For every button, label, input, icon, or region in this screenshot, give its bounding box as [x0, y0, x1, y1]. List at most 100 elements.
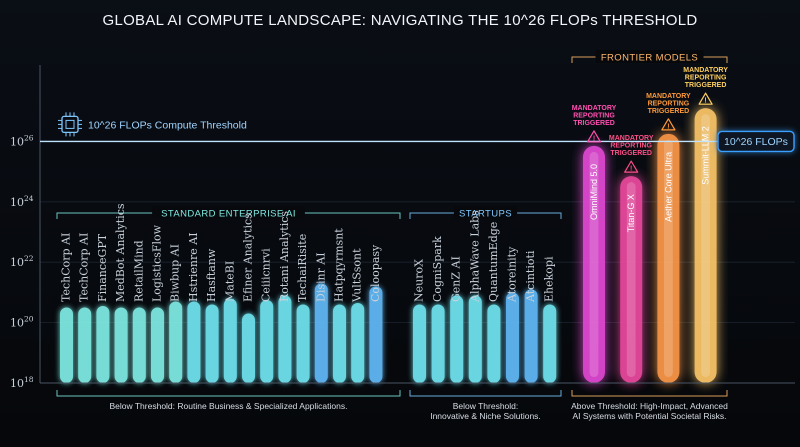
flag-text: MANDATORY [609, 135, 654, 142]
group-footer: Above Threshold: High-Impact, Advanced [571, 401, 728, 411]
flag-text: TRIGGERED [648, 108, 690, 115]
y-tick-exponent: 20 [24, 315, 34, 324]
threshold-badge [717, 130, 795, 153]
y-tick-exponent: 18 [24, 375, 34, 384]
bar: LogisticsFlow [151, 224, 164, 383]
bar-label: Hatpqyrmsnt [333, 228, 346, 302]
bar: Atoreinity [506, 246, 519, 383]
bar: AlphaWave Labs [468, 210, 482, 383]
group-bracket-bottom [571, 390, 728, 397]
bar: MedBot Analytics [114, 203, 128, 383]
y-tick-label: 1024 [10, 194, 34, 209]
chart-title: GLOBAL AI COMPUTE LANDSCAPE: NAVIGATING … [102, 12, 697, 29]
flag-text: TRIGGERED [685, 82, 727, 89]
bar-rect [278, 295, 292, 383]
bar-label: Ceiiicnrvi [260, 248, 273, 302]
bar-rect [450, 295, 464, 383]
warning-mark: ! [593, 135, 595, 142]
bar: Biwbup AI [169, 244, 183, 383]
bar: RetailMind [132, 240, 146, 383]
bar-rect [151, 307, 164, 383]
bar-rect [543, 304, 557, 383]
group-footer: Below Threshold: Routine Business & Spec… [110, 401, 348, 411]
y-tick-base: 10 [10, 377, 24, 390]
bar-rect [296, 304, 310, 383]
bar-rect [78, 307, 92, 383]
warning-icon [661, 118, 676, 131]
bar-label: MateBI [223, 261, 236, 302]
flag-text: REPORTING [610, 143, 652, 150]
bar-rect [242, 313, 255, 383]
group-label: FRONTIER MODELS [601, 53, 698, 64]
bar: QuantumEdge [487, 222, 501, 383]
bar-label: Coloopasy [369, 244, 382, 302]
bar-rect [524, 289, 538, 383]
bar: Ceiiicnrvi [260, 248, 274, 383]
bar: MateBI [223, 261, 237, 383]
warning-icon [586, 130, 602, 143]
bar-label: TechCorp AI [60, 233, 73, 302]
bar: Hatpqyrmsnt [333, 228, 346, 383]
group-footer: AI Systems with Potential Societal Risks… [572, 411, 726, 421]
y-tick-label: 1026 [10, 133, 34, 148]
group-startups: STARTUPS NeuroX CogniSpark GenZ AI AlphaWave… [409, 206, 562, 421]
bar-label: TechCorp AI [78, 233, 91, 302]
bar-label: Atcintioti [524, 250, 537, 303]
flag-text: MANDATORY [683, 67, 728, 74]
bar-highlight [664, 139, 673, 377]
bar: Summit-LLM 2 [694, 108, 717, 384]
bar: OmniMind 5.0 [583, 145, 605, 383]
bar: Atcintioti [524, 250, 538, 383]
bar-label: Hstrienre AI [187, 232, 200, 302]
bar-label: Efiner Analytics [242, 213, 255, 302]
warning-mark: ! [667, 123, 669, 130]
bar-label: Summit-LLM 2 [701, 126, 711, 185]
flag-text: MANDATORY [646, 93, 691, 100]
bar: CogniSpark [431, 236, 445, 383]
y-tick-base: 10 [10, 256, 24, 269]
bar: NeuroX [413, 259, 426, 383]
group-footer: Innovative & Niche Solutions. [430, 411, 541, 421]
flag-text: TRIGGERED [573, 120, 615, 127]
bar-label: TechaiRisite [296, 234, 309, 302]
group-bracket-bottom [56, 390, 401, 397]
bar-highlight [589, 151, 599, 377]
flag-text: REPORTING [685, 75, 727, 82]
bar-label: VultSsont [351, 248, 364, 303]
warning-mark: ! [630, 166, 632, 173]
bar-rect [620, 176, 643, 383]
bar-rect [223, 298, 237, 383]
bar: TechCorp AI [60, 233, 73, 383]
bar-rect [169, 301, 183, 383]
bar-rect [132, 307, 146, 383]
bar-highlight [626, 182, 636, 377]
bar-rect [413, 304, 426, 383]
bar-label: MedBot Analytics [114, 203, 127, 302]
y-tick-base: 10 [10, 317, 24, 330]
bar-rect [205, 304, 219, 383]
bar-highlight [701, 114, 710, 378]
bar: Coloopasy [369, 244, 383, 383]
y-tick-label: 1020 [10, 315, 34, 330]
bar-rect [487, 304, 501, 383]
bar-label: CogniSpark [431, 236, 444, 302]
bar-rect [260, 299, 274, 383]
warning-icon [698, 92, 713, 105]
group-label-bg [152, 206, 305, 219]
bar-rect [333, 304, 346, 383]
group-frontier: FRONTIER MODELS OmniMind 5.0 Titan-G X Aeth… [571, 50, 728, 421]
bar-rect [583, 145, 605, 383]
bar-rect [369, 286, 383, 383]
y-tick-base: 10 [10, 196, 24, 209]
y-tick-exponent: 26 [24, 133, 34, 142]
bar: Disinr AI [314, 252, 328, 383]
bar-label: Rotani Analytics [278, 211, 291, 302]
bar-label: QuantumEdge [487, 222, 500, 302]
bar-rect [114, 307, 128, 383]
